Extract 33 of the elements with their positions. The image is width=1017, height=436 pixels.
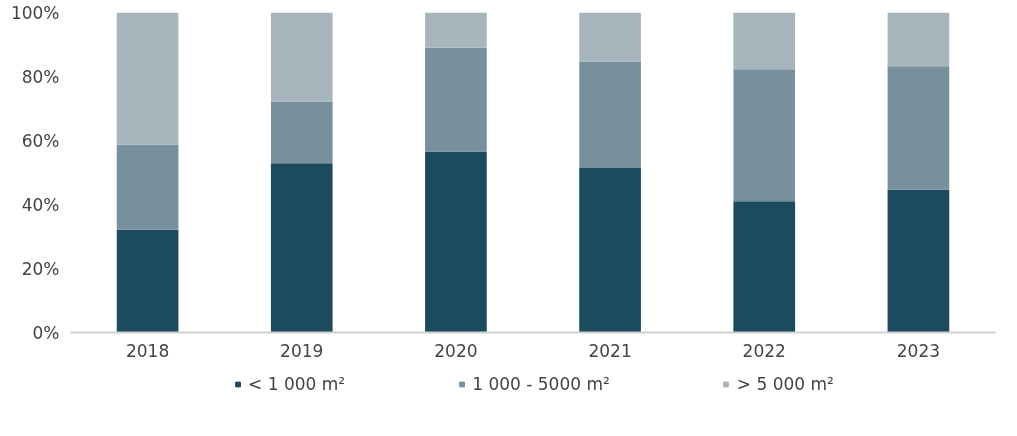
bar xyxy=(270,163,333,333)
x-tick-label: 2021 xyxy=(588,340,632,361)
bar xyxy=(425,47,487,152)
y-tick-label: 20% xyxy=(21,258,60,279)
legend-label: 1 000 - 5000 m² xyxy=(472,374,610,394)
bar xyxy=(116,229,179,333)
bar xyxy=(887,12,950,67)
bar xyxy=(116,144,179,230)
y-tick-label: 80% xyxy=(21,66,60,87)
bar xyxy=(887,66,950,190)
y-tick-label: 0% xyxy=(32,322,60,343)
bar xyxy=(733,12,796,70)
y-tick-label: 60% xyxy=(21,130,60,151)
x-tick-label: 2018 xyxy=(125,340,170,361)
bar xyxy=(579,61,641,169)
bar xyxy=(270,12,333,102)
legend-label: > 5 000 m² xyxy=(736,374,834,394)
legend-label: < 1 000 m² xyxy=(248,374,346,394)
x-tick-label: 2019 xyxy=(280,340,324,361)
bar xyxy=(425,151,487,333)
bar xyxy=(425,12,487,48)
bar xyxy=(116,12,179,145)
bar xyxy=(733,201,796,333)
x-tick-label: 2022 xyxy=(742,340,786,361)
bar xyxy=(733,69,796,202)
x-tick-label: 2020 xyxy=(434,340,478,361)
y-tick-label: 100% xyxy=(10,2,60,23)
y-tick-label: 40% xyxy=(21,194,60,215)
bar xyxy=(270,101,333,164)
bar xyxy=(579,12,641,62)
bar xyxy=(887,189,950,333)
bar xyxy=(579,168,641,333)
x-tick-label: 2023 xyxy=(896,340,941,361)
